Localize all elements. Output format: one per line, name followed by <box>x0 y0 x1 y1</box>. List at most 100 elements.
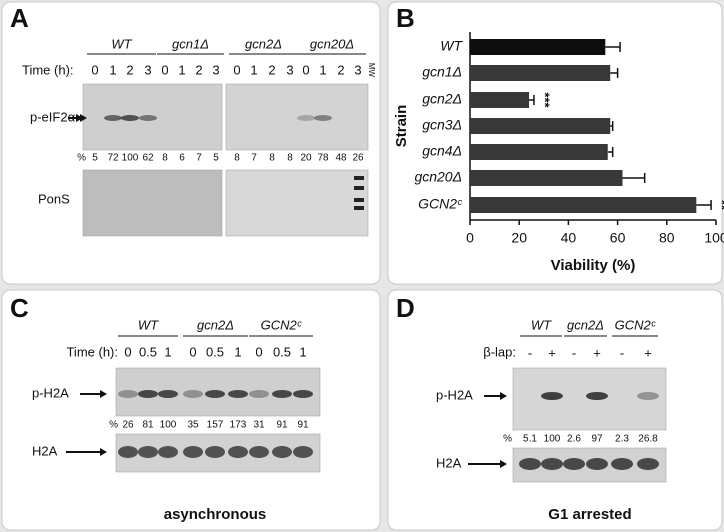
band <box>138 390 158 398</box>
band <box>293 446 313 458</box>
time-point: 1 <box>319 62 326 77</box>
strain-name: gcn2Δ <box>245 36 282 51</box>
time-point: 0.5 <box>139 344 157 359</box>
y-tick-label: GCN2ᶜ <box>418 196 463 212</box>
x-tick-label: 20 <box>511 230 527 246</box>
time-point: 0.5 <box>206 344 224 359</box>
loading-label: H2A <box>436 455 462 470</box>
band <box>249 446 269 458</box>
time-point: 2 <box>268 62 275 77</box>
band-label: p-H2A <box>436 387 473 402</box>
percent: 72 <box>107 153 119 164</box>
band <box>158 390 178 398</box>
time-point: 3 <box>212 62 219 77</box>
time-point: 2 <box>337 62 344 77</box>
y-axis-label: Strain <box>393 105 410 148</box>
band <box>586 458 608 470</box>
percent: 5 <box>92 153 98 164</box>
blot <box>225 169 369 237</box>
strain-name: gcn2Δ <box>197 317 234 332</box>
band <box>205 390 225 398</box>
percent: 2.3 <box>615 434 629 445</box>
percent: 26 <box>352 153 364 164</box>
blot <box>82 169 223 237</box>
percent: 8 <box>269 153 275 164</box>
percent: 100 <box>122 153 139 164</box>
percent-label: % <box>109 420 118 431</box>
percent: 6 <box>179 153 185 164</box>
percent: 157 <box>207 420 224 431</box>
band <box>183 446 203 458</box>
treatment-sign: - <box>572 345 576 360</box>
band <box>118 446 138 458</box>
panel-label: D <box>396 293 415 323</box>
treatment-sign: + <box>644 345 652 360</box>
band <box>293 390 313 398</box>
band <box>637 392 659 400</box>
time-point: 0.5 <box>273 344 291 359</box>
band <box>586 392 608 400</box>
panel-label: C <box>10 293 29 323</box>
band <box>158 446 178 458</box>
time-point: 1 <box>164 344 171 359</box>
percent: 91 <box>297 420 309 431</box>
time-point: 1 <box>109 62 116 77</box>
loading-label: H2A <box>32 443 58 458</box>
band <box>637 458 659 470</box>
band-label: p-H2A <box>32 385 69 400</box>
band <box>297 115 315 121</box>
strain-name: GCN2ᶜ <box>261 317 302 332</box>
band <box>519 458 541 470</box>
arrow-head <box>500 460 507 468</box>
arrow-head <box>76 114 83 122</box>
band <box>541 392 563 400</box>
percent: 48 <box>335 153 347 164</box>
treatment-sign: - <box>528 345 532 360</box>
arrow-head <box>500 392 507 400</box>
time-label: Time (h): <box>66 344 118 359</box>
percent: 8 <box>287 153 293 164</box>
percent-label: % <box>77 153 86 164</box>
percent: 31 <box>253 420 265 431</box>
x-axis-label: Viability (%) <box>551 257 636 274</box>
bar <box>470 197 697 213</box>
time-point: 1 <box>178 62 185 77</box>
percent: 78 <box>317 153 329 164</box>
percent: 35 <box>187 420 199 431</box>
time-point: 3 <box>354 62 361 77</box>
x-tick-label: 100 <box>704 230 724 246</box>
y-tick-label: gcn1Δ <box>422 64 462 80</box>
percent: 26.8 <box>638 434 658 445</box>
y-tick-label: gcn2Δ <box>422 91 462 107</box>
marker-label: MW <box>367 63 376 78</box>
bar <box>470 170 623 186</box>
x-tick-label: 0 <box>466 230 474 246</box>
arrow-head <box>80 114 87 122</box>
marker-band <box>354 176 364 180</box>
band <box>272 390 292 398</box>
strain-name: WT <box>111 36 132 51</box>
bar <box>470 39 606 55</box>
percent: 5.1 <box>523 434 537 445</box>
time-point: 0 <box>255 344 262 359</box>
panel-label: A <box>10 3 29 33</box>
percent: 100 <box>544 434 561 445</box>
band <box>228 446 248 458</box>
percent: 62 <box>142 153 154 164</box>
blot <box>512 367 667 431</box>
arrow-head <box>100 390 107 398</box>
bar <box>470 92 530 108</box>
time-point: 3 <box>144 62 151 77</box>
percent: 81 <box>142 420 154 431</box>
percent: 8 <box>234 153 240 164</box>
treatment-sign: + <box>593 345 601 360</box>
marker-band <box>354 186 364 190</box>
blot <box>225 83 369 151</box>
treatment-sign: - <box>620 345 624 360</box>
marker-band <box>354 198 364 202</box>
marker-band <box>354 206 364 210</box>
percent: 173 <box>230 420 247 431</box>
y-tick-label: gcn3Δ <box>422 117 462 133</box>
percent: 5 <box>213 153 219 164</box>
caption: asynchronous <box>164 506 267 523</box>
